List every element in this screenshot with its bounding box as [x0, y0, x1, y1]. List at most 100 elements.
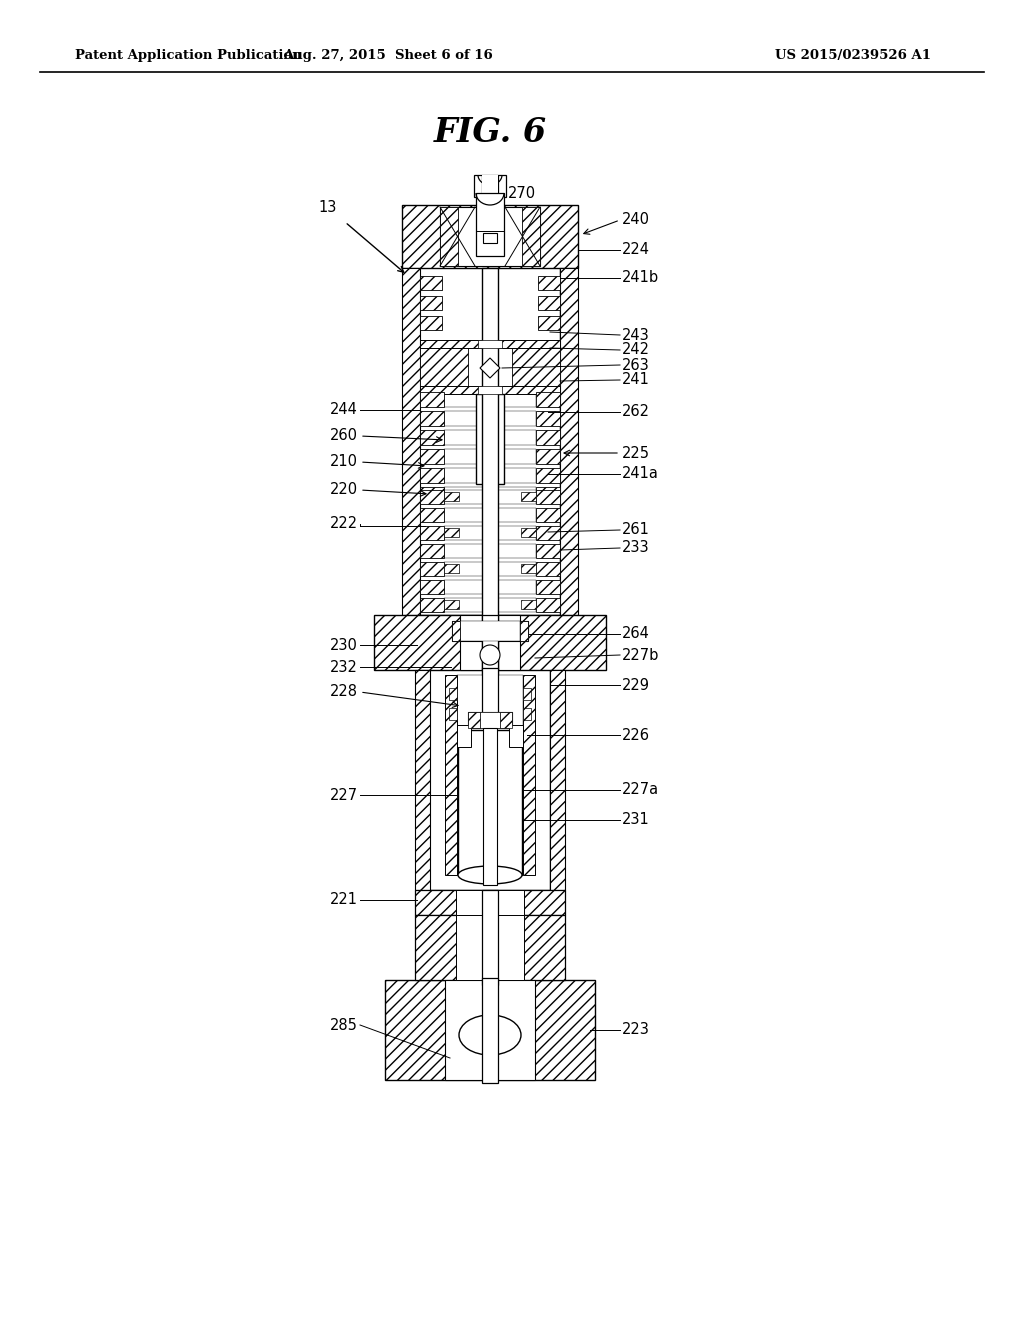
Text: US 2015/0239526 A1: US 2015/0239526 A1	[775, 49, 931, 62]
Bar	[536, 469, 560, 483]
Bar	[482, 890, 498, 985]
Bar	[420, 315, 442, 330]
Bar	[538, 276, 560, 290]
Bar	[452, 620, 460, 642]
Text: 244: 244	[330, 403, 358, 417]
Bar	[430, 671, 550, 890]
Bar	[482, 668, 498, 715]
Bar	[444, 430, 536, 445]
Bar	[420, 525, 444, 540]
Bar	[449, 708, 457, 719]
Bar	[420, 296, 442, 310]
Text: 270: 270	[508, 186, 537, 201]
Bar	[512, 348, 560, 389]
Text: 262: 262	[622, 404, 650, 420]
Bar	[444, 528, 459, 537]
Text: 223: 223	[622, 1023, 650, 1038]
Bar	[444, 598, 536, 612]
Text: 225: 225	[622, 446, 650, 461]
Bar	[402, 205, 578, 268]
Bar	[460, 620, 520, 642]
Ellipse shape	[459, 1015, 521, 1055]
Bar	[445, 675, 457, 875]
Text: 285: 285	[330, 1018, 358, 1032]
Text: 227: 227	[330, 788, 358, 803]
Text: 228: 228	[330, 685, 358, 700]
Text: 227a: 227a	[622, 783, 659, 797]
Bar	[420, 392, 444, 407]
Bar	[458, 730, 522, 875]
Polygon shape	[480, 358, 500, 378]
Bar	[444, 490, 536, 504]
Bar	[420, 469, 444, 483]
Bar	[536, 598, 560, 612]
Bar	[550, 671, 565, 890]
Bar	[420, 385, 560, 393]
Bar	[440, 207, 540, 267]
Bar	[536, 525, 560, 540]
Bar	[402, 268, 420, 615]
Bar	[536, 430, 560, 445]
Bar	[420, 268, 560, 615]
Bar	[521, 528, 536, 537]
Bar	[420, 430, 444, 445]
Bar	[538, 296, 560, 310]
Bar	[420, 411, 444, 426]
Text: 263: 263	[622, 358, 650, 372]
Bar	[444, 562, 536, 576]
Text: 231: 231	[622, 813, 650, 828]
Text: 261: 261	[622, 523, 650, 537]
Text: 240: 240	[622, 213, 650, 227]
Bar	[444, 544, 536, 558]
Bar	[482, 615, 498, 675]
Bar	[444, 449, 536, 465]
Bar	[415, 915, 565, 979]
Bar	[523, 708, 531, 719]
Bar	[509, 725, 523, 747]
Text: 232: 232	[330, 660, 358, 675]
Bar	[536, 508, 560, 521]
Text: 241: 241	[622, 372, 650, 388]
Bar	[457, 725, 471, 747]
Text: 13: 13	[318, 201, 336, 215]
Bar	[420, 598, 444, 612]
Text: 222: 222	[330, 516, 358, 532]
Bar	[420, 449, 444, 465]
Bar	[498, 176, 506, 197]
Text: 226: 226	[622, 727, 650, 742]
Bar	[536, 449, 560, 465]
Text: 227b: 227b	[622, 648, 659, 663]
Bar	[444, 487, 536, 502]
Text: 242: 242	[622, 342, 650, 358]
Bar	[420, 562, 444, 576]
Text: 241b: 241b	[622, 271, 659, 285]
Bar	[420, 341, 560, 348]
Bar	[440, 207, 458, 267]
Text: Aug. 27, 2015  Sheet 6 of 16: Aug. 27, 2015 Sheet 6 of 16	[283, 49, 493, 62]
Bar	[474, 176, 482, 197]
Text: 243: 243	[622, 327, 650, 342]
Bar	[482, 978, 498, 1082]
Bar	[476, 393, 504, 484]
Text: FIG. 6: FIG. 6	[433, 116, 547, 149]
Bar	[445, 979, 535, 1080]
Bar	[500, 711, 512, 729]
Bar	[476, 193, 504, 256]
Text: 221: 221	[330, 892, 358, 908]
Bar	[460, 615, 520, 671]
Bar	[420, 579, 444, 594]
Text: 260: 260	[330, 429, 358, 444]
Bar	[444, 601, 459, 609]
Bar	[420, 490, 444, 504]
Bar	[420, 544, 444, 558]
Bar	[415, 671, 430, 890]
Text: Patent Application Publication: Patent Application Publication	[75, 49, 302, 62]
Bar	[482, 268, 498, 671]
Bar	[444, 492, 459, 502]
Bar	[483, 729, 497, 884]
Bar	[523, 688, 531, 700]
Bar	[536, 562, 560, 576]
Bar	[522, 207, 540, 267]
Bar	[444, 564, 459, 573]
Bar	[452, 620, 528, 642]
